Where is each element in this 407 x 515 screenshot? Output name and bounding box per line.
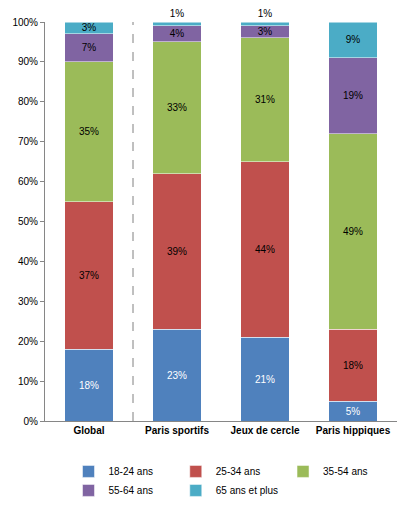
svg-text:9%: 9% xyxy=(346,34,361,45)
svg-text:35%: 35% xyxy=(79,126,99,137)
svg-text:5%: 5% xyxy=(346,406,361,417)
svg-text:44%: 44% xyxy=(255,244,275,255)
svg-text:18%: 18% xyxy=(343,360,363,371)
svg-text:100%: 100% xyxy=(12,17,38,28)
svg-text:Paris sportifs: Paris sportifs xyxy=(145,425,209,436)
svg-text:50%: 50% xyxy=(18,216,38,227)
svg-text:49%: 49% xyxy=(343,226,363,237)
svg-text:20%: 20% xyxy=(18,336,38,347)
svg-text:55-64 ans: 55-64 ans xyxy=(109,485,153,496)
svg-text:4%: 4% xyxy=(170,28,185,39)
svg-text:65 ans et plus: 65 ans et plus xyxy=(216,485,278,496)
svg-text:39%: 39% xyxy=(167,246,187,257)
svg-text:1%: 1% xyxy=(170,8,185,19)
svg-text:Jeux de cercle: Jeux de cercle xyxy=(231,425,300,436)
svg-text:90%: 90% xyxy=(18,56,38,67)
svg-text:3%: 3% xyxy=(258,26,273,37)
svg-text:Paris hippiques: Paris hippiques xyxy=(316,425,391,436)
svg-text:18-24 ans: 18-24 ans xyxy=(109,466,153,477)
svg-text:1%: 1% xyxy=(258,8,273,19)
svg-text:23%: 23% xyxy=(167,370,187,381)
svg-text:18%: 18% xyxy=(79,380,99,391)
svg-text:40%: 40% xyxy=(18,256,38,267)
svg-text:80%: 80% xyxy=(18,96,38,107)
svg-text:31%: 31% xyxy=(255,94,275,105)
svg-text:0%: 0% xyxy=(24,416,39,427)
svg-text:3%: 3% xyxy=(82,22,97,33)
svg-text:35-54 ans: 35-54 ans xyxy=(323,466,367,477)
svg-text:19%: 19% xyxy=(343,90,363,101)
svg-text:37%: 37% xyxy=(79,270,99,281)
svg-text:Global: Global xyxy=(73,425,104,436)
svg-text:70%: 70% xyxy=(18,136,38,147)
svg-text:21%: 21% xyxy=(255,374,275,385)
svg-text:33%: 33% xyxy=(167,102,187,113)
svg-text:25-34 ans: 25-34 ans xyxy=(216,466,260,477)
svg-text:7%: 7% xyxy=(82,42,97,53)
svg-text:30%: 30% xyxy=(18,296,38,307)
svg-text:10%: 10% xyxy=(18,376,38,387)
svg-text:60%: 60% xyxy=(18,176,38,187)
